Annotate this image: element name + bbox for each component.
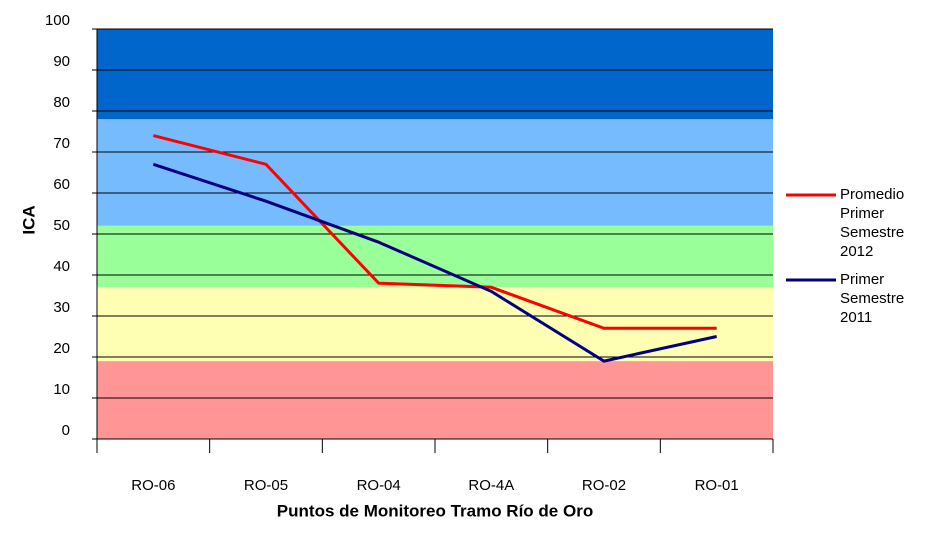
x-axis-title: Puntos de Monitoreo Tramo Río de Oro xyxy=(277,501,593,520)
y-tick-label: 0 xyxy=(62,422,70,439)
legend-label: Primer Semestre 2011 xyxy=(840,271,905,326)
x-tick-label: RO-4A xyxy=(468,477,514,494)
y-tick-label: 100 xyxy=(45,12,70,29)
y-tick-label: 90 xyxy=(53,53,70,70)
x-tick-label: RO-06 xyxy=(131,477,175,494)
y-tick-label: 40 xyxy=(53,258,70,275)
y-tick-label: 60 xyxy=(53,176,70,193)
x-tick-label: RO-01 xyxy=(695,477,739,494)
y-tick-label: 80 xyxy=(53,94,70,111)
quality-band xyxy=(97,29,773,120)
quality-band xyxy=(97,287,773,362)
quality-band xyxy=(97,119,773,226)
y-tick-label: 10 xyxy=(53,381,70,398)
series-line xyxy=(152,134,717,330)
legend-label: Promedio Primer Semestre 2012 xyxy=(840,186,905,260)
quality-band xyxy=(97,361,773,439)
y-axis-title: ICA xyxy=(19,205,38,234)
x-tick-label: RO-02 xyxy=(582,477,626,494)
y-tick-label: 50 xyxy=(53,217,70,234)
y-tick-label: 70 xyxy=(53,135,70,152)
x-tick-label: RO-05 xyxy=(244,477,288,494)
y-tick-label: 30 xyxy=(53,299,70,316)
y-tick-label: 20 xyxy=(53,340,70,357)
series-line xyxy=(152,162,717,363)
x-tick-label: RO-04 xyxy=(357,477,401,494)
quality-band xyxy=(97,225,773,288)
